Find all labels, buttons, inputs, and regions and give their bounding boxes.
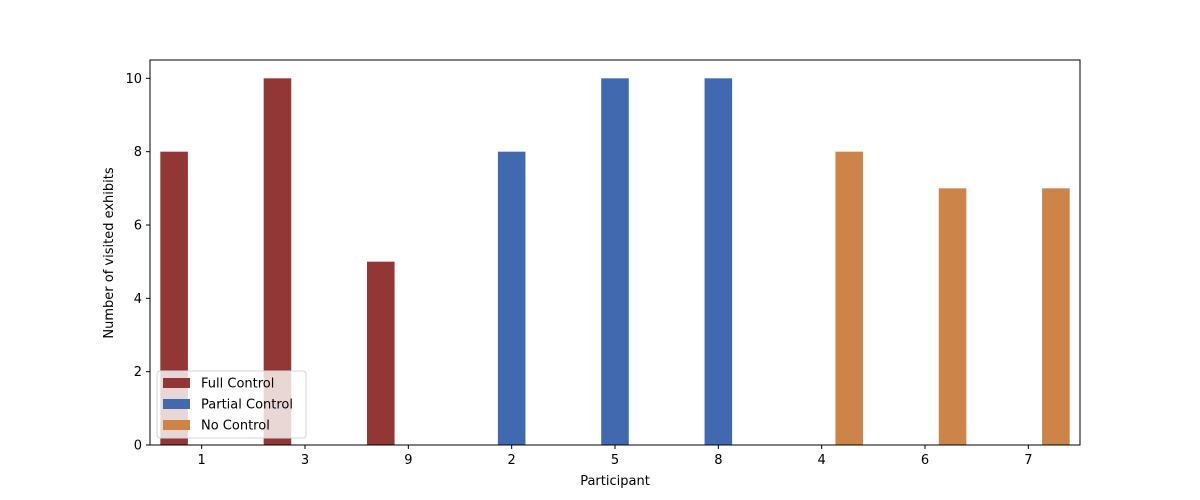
axes-layer: 0 2 4 6 8 10 1 3 9 2 5 8 4 6 7 [125, 59, 1081, 468]
y-tick-label: 4 [134, 292, 142, 307]
legend-swatch [163, 378, 190, 388]
bar-partial-control-2 [497, 151, 526, 446]
bar-no-control-7 [1042, 188, 1070, 445]
bar-partial-control-8 [704, 78, 733, 445]
x-tick-label: 5 [611, 453, 619, 468]
y-tick-label: 0 [134, 439, 142, 454]
y-tick-label: 2 [134, 365, 142, 380]
y-tick-label: 6 [134, 219, 142, 234]
x-tick-label: 9 [404, 453, 412, 468]
x-tick-label: 2 [508, 453, 516, 468]
bar-full-control-9 [367, 261, 395, 445]
x-tick-label: 8 [714, 453, 722, 468]
legend-swatch [163, 420, 190, 430]
bar-partial-control-5 [601, 78, 629, 445]
x-tick-label: 4 [818, 453, 826, 468]
x-tick-label: 3 [301, 453, 309, 468]
legend-label: No Control [201, 419, 270, 434]
y-tick-label: 10 [125, 72, 142, 87]
legend-label: Full Control [201, 377, 274, 392]
y-tick-label: 8 [134, 145, 142, 160]
x-tick-label: 7 [1024, 453, 1032, 468]
bar-no-control-4 [835, 151, 863, 446]
legend-label: Partial Control [201, 398, 293, 413]
x-tick-label: 1 [198, 453, 206, 468]
x-tick-label: 6 [921, 453, 929, 468]
bar-no-control-6 [938, 188, 967, 445]
y-axis-label: Number of visited exhibits [102, 167, 117, 338]
legend: Full Control Partial Control No Control [156, 370, 307, 439]
legend-swatch [163, 399, 190, 409]
bars-layer [160, 78, 1070, 446]
legend-box [156, 370, 307, 439]
x-axis-label: Participant [580, 474, 650, 489]
